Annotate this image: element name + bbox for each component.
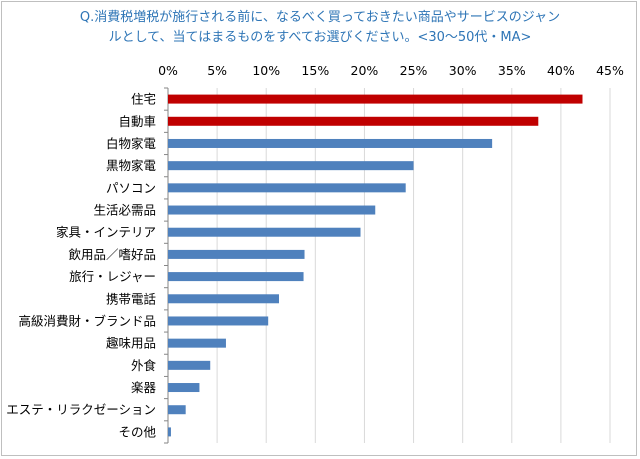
bar: [168, 427, 171, 437]
category-label: エステ・リラクゼーション: [6, 402, 156, 417]
x-tick-label: 10%: [252, 63, 280, 78]
bar: [168, 161, 414, 171]
bar: [168, 405, 186, 415]
category-label: 楽器: [131, 380, 157, 395]
bar: [168, 116, 539, 126]
chart-title-line-1: Q.消費税増税が施行される前に、なるべく買っておきたい商品やサービスのジャン: [79, 10, 561, 25]
bar: [168, 316, 269, 326]
category-label: 生活必需品: [93, 203, 156, 218]
x-tick-label: 45%: [596, 63, 624, 78]
x-tick-label: 0%: [158, 63, 178, 78]
bar: [168, 183, 406, 193]
category-label: 携帯電話: [106, 291, 156, 306]
x-tick-label: 35%: [498, 63, 526, 78]
category-label: 飲用品／嗜好品: [68, 247, 156, 262]
category-label: 自動車: [118, 114, 156, 129]
bar: [168, 227, 361, 237]
bar: [168, 294, 279, 304]
category-label: 高級消費財・ブランド品: [18, 313, 156, 328]
x-tick-label: 15%: [301, 63, 329, 78]
bar: [168, 138, 493, 148]
bar: [168, 338, 226, 348]
chart-title-line-2: ルとして、当てはまるものをすべてお選びください。<30〜50代・MA>: [108, 30, 532, 45]
bar: [168, 249, 305, 259]
category-label: 白物家電: [106, 136, 157, 151]
category-label: 外食: [131, 358, 157, 373]
category-label: パソコン: [106, 180, 156, 195]
x-tick-label: 20%: [351, 63, 379, 78]
x-tick-label: 40%: [547, 63, 575, 78]
bar: [168, 360, 211, 370]
x-tick-label: 25%: [400, 63, 428, 78]
chart-title: Q.消費税増税が施行される前に、なるべく買っておきたい商品やサービスのジャン ル…: [20, 8, 620, 48]
category-label: 趣味用品: [106, 336, 156, 351]
category-label: 黒物家電: [106, 158, 157, 173]
category-label: その他: [118, 424, 156, 439]
category-label: 住宅: [131, 92, 156, 107]
category-label: 旅行・レジャー: [69, 269, 156, 284]
x-tick-label: 30%: [449, 63, 477, 78]
category-label: 家具・インテリア: [56, 225, 156, 240]
x-tick-label: 5%: [207, 63, 227, 78]
bar: [168, 205, 376, 215]
bar: [168, 94, 583, 104]
bar: [168, 383, 200, 393]
bar: [168, 272, 304, 282]
